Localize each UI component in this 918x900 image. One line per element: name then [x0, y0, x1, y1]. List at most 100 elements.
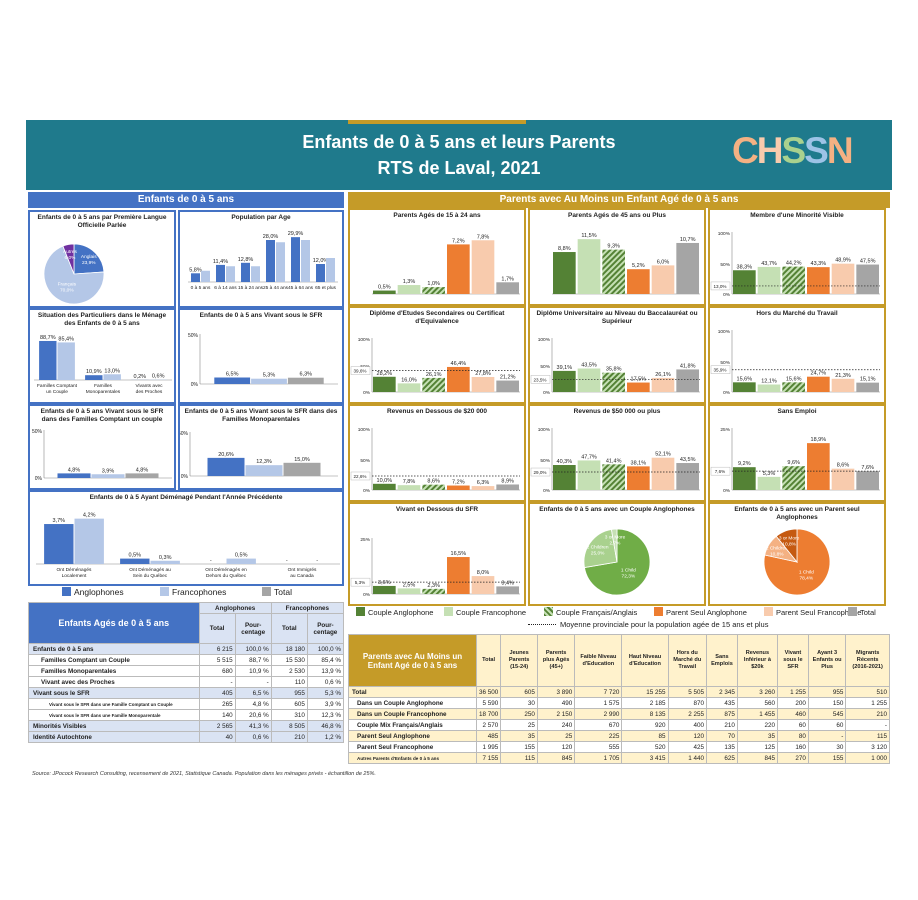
value-cell: 30 — [807, 741, 847, 753]
avg-line-swatch — [528, 624, 556, 625]
bar — [651, 377, 675, 392]
data-label: 26,1% — [655, 372, 671, 378]
value-cell: 40 — [198, 731, 236, 743]
slice-label: 3 or More — [779, 536, 800, 542]
bar — [553, 370, 576, 392]
value-cell: 120 — [667, 730, 708, 742]
value-cell: 12,3 % — [306, 709, 345, 721]
value-cell: 70 — [706, 730, 738, 742]
chart-title: Sans Emploi — [777, 408, 817, 415]
main-title: Enfants de 0 à 5 ans et leurs Parents — [302, 132, 616, 152]
value-cell: 1 995 — [475, 741, 502, 753]
value-cell: 5 515 — [198, 654, 236, 666]
chart-title: Revenus en Dessous de $20 000 — [386, 408, 488, 415]
value-cell: 1 575 — [574, 697, 623, 709]
legend-item: Couple Francophone — [444, 607, 526, 617]
value-cell: 15 255 — [621, 686, 669, 698]
y-tick-label: 50% — [180, 431, 189, 437]
table-row: Parent Seul Anglophone 485 35 25 225 85 120 70 3… — [348, 730, 890, 742]
legend-label: Total — [860, 608, 876, 617]
value-cell: 18 180 — [270, 643, 308, 655]
table-row: Familles Monoparentales 680 10,9 % 2 530 13,… — [28, 665, 345, 677]
bar — [201, 270, 210, 282]
left-legend: Anglophones Francophones Total — [28, 586, 344, 600]
bar — [496, 586, 519, 594]
slice-value: 23,9% — [82, 260, 96, 266]
y-tick-label: 100% — [718, 231, 731, 237]
data-label: 17,5% — [631, 377, 647, 383]
slice-label: 1 Child — [799, 570, 814, 576]
column-header: Ayant 3 Enfants ou Plus — [807, 634, 847, 687]
chart-language-pie: Enfants de 0 à 5 ans par Première Langue… — [28, 210, 176, 308]
value-cell: 5 505 — [667, 686, 708, 698]
table-row: Total 36 500 605 3 890 7 720 15 255 5 505 2 345… — [348, 686, 890, 698]
value-cell: 2 185 — [621, 697, 669, 709]
value-cell: 115 — [845, 730, 890, 742]
chart-title: Diplôme d'Etudes Secondaires ou Certific… — [369, 310, 505, 325]
chart-title: Hors du Marché du Travail — [756, 310, 838, 317]
bar — [397, 588, 421, 594]
value-cell: 250 — [500, 708, 538, 720]
value-cell: 120 — [536, 741, 576, 753]
chart-situation: Situation des Particuliers dans le Ménag… — [28, 308, 176, 404]
chart-svg: 5,8% 0 à 5 ans 11,4% 6 à 14 ans 12,8% 15 à 24… — [188, 231, 338, 291]
chart-sfr-couple: Enfants de 0 à 5 ans Vivant sous le SFR … — [28, 404, 176, 490]
bar — [103, 374, 121, 380]
pie-slice — [73, 243, 105, 275]
data-label: 21,3% — [835, 373, 851, 379]
column-header: Migrants Récents (2016-2021) — [845, 634, 890, 687]
legend-item: Couple Anglophone — [356, 607, 433, 617]
value-cell: 560 — [736, 697, 778, 709]
value-cell: 110 — [270, 676, 308, 688]
bar — [496, 380, 519, 392]
chart-svg: 8,8% 11,5% 9,3% 5,2% 6,0% 10,7% — [552, 233, 700, 295]
pie-slice — [775, 528, 798, 564]
bar — [782, 466, 805, 490]
slice-value: 10,8% — [770, 552, 784, 558]
chart-svg: 50% 0% 6,5% 5,3% 6,3% — [188, 333, 338, 388]
chart-title: Enfants de 0 à 5 ans avec un Parent seul… — [734, 506, 860, 521]
value-cell: 150 — [807, 697, 847, 709]
data-label: 0,2% — [134, 374, 147, 380]
data-label: 8,8% — [558, 246, 571, 252]
bar — [676, 463, 699, 490]
bar — [57, 473, 91, 478]
slice-label: Anglais — [81, 254, 97, 260]
table-row: Vivant sous le SFR dans une Famille Comp… — [28, 698, 345, 710]
chart-moved: Enfants de 0 à 5 Ayant Déménagé Pendant … — [28, 490, 344, 586]
bar — [757, 384, 781, 392]
value-cell: 545 — [807, 708, 847, 720]
data-label: 27,8% — [475, 371, 491, 377]
value-cell: 845 — [536, 752, 576, 764]
table-row: Parent Seul Francophone 1 995 155 120 555 520… — [348, 741, 890, 753]
value-cell: 490 — [536, 697, 576, 709]
y-tick-label: 50% — [720, 360, 730, 366]
data-label: 40,3% — [557, 459, 573, 465]
value-cell: 25 — [500, 719, 538, 731]
data-label: - — [286, 558, 288, 564]
x-tick-label: 65 et plus — [315, 285, 336, 291]
chart-svg: 100% 50% 0% 40,3% 47,7% 41,4% 38,1% 52,1% 43,5% 2… — [530, 427, 700, 494]
bar — [807, 376, 830, 392]
bar — [245, 465, 283, 476]
bar — [241, 262, 250, 282]
value-cell: 1 255 — [776, 686, 809, 698]
data-label: 9,6% — [787, 460, 800, 466]
x-tick-label: un Couple — [46, 389, 68, 395]
row-label: Vivant sous le SFR — [28, 687, 200, 699]
bar — [856, 382, 879, 392]
value-cell: 10,9 % — [234, 665, 272, 677]
value-cell: 680 — [198, 665, 236, 677]
x-tick-label: Ont Déménagés en — [205, 567, 247, 573]
chart-title: Parents Agés de 45 ans ou Plus — [567, 212, 667, 219]
y-tick-label: 100% — [538, 427, 551, 433]
x-tick-label: 45 à 64 ans — [288, 285, 314, 291]
avg-label-box — [350, 577, 371, 587]
legend-item: Couple Français/Anglais — [544, 607, 637, 617]
data-label: 3,9% — [102, 468, 115, 474]
value-cell: 4,8 % — [234, 698, 272, 710]
x-tick-label: Familles Comptant — [37, 383, 78, 389]
value-cell: 1,2 % — [306, 731, 345, 743]
data-label: 43,5% — [680, 457, 696, 463]
